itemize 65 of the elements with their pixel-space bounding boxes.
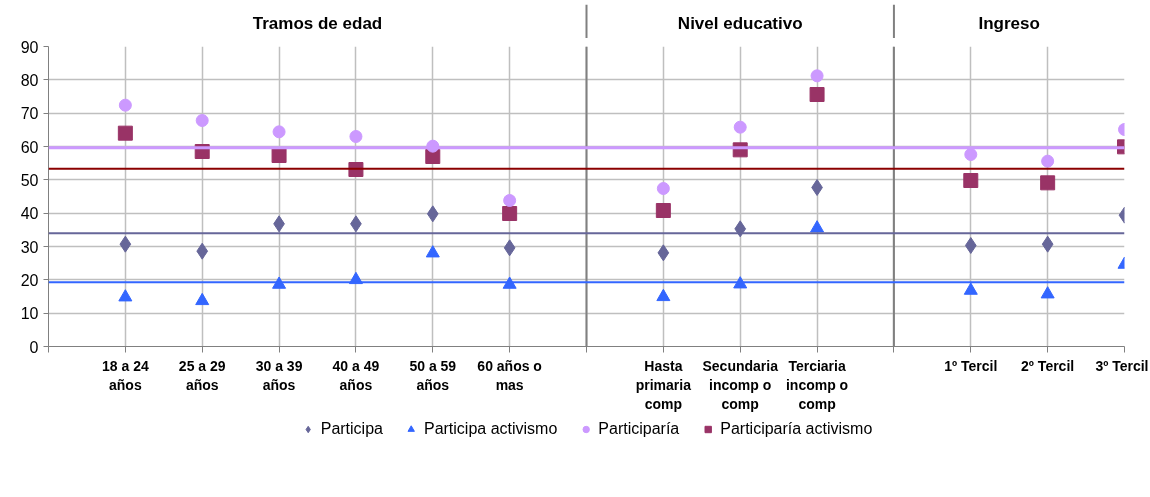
legend-label: Participa (320, 420, 383, 438)
point (425, 245, 440, 258)
point (733, 276, 748, 289)
y-tick-label: 10 (20, 305, 39, 323)
point (195, 114, 209, 127)
point (1040, 286, 1055, 299)
y-tick-label: 80 (20, 71, 39, 89)
x-tick-label: Terciaria incomp o comp (785, 357, 849, 412)
text: Tramos de edad (252, 13, 383, 33)
y-tick-label: 30 (20, 238, 39, 256)
point (655, 203, 671, 218)
y-tick-label: 70 (20, 105, 39, 123)
point (118, 289, 133, 302)
point (964, 148, 978, 161)
x-tick-label: 60 años o mas (477, 357, 542, 393)
point (734, 220, 747, 238)
x-tick-label: 30 a 39 años (255, 357, 303, 393)
point (502, 206, 518, 221)
point (272, 125, 286, 139)
point (964, 237, 977, 254)
point (810, 220, 825, 233)
point (426, 205, 439, 223)
y-tick-label: 50 (20, 171, 39, 189)
x-tick-label: 1º Tercil (944, 357, 998, 374)
point (657, 244, 670, 262)
point (963, 282, 978, 295)
point (656, 288, 671, 302)
point (117, 125, 133, 141)
x-tick-label: 3º Tercil (1095, 357, 1149, 374)
point (1041, 235, 1054, 253)
point (119, 235, 132, 253)
point (272, 276, 287, 289)
point (503, 194, 517, 207)
point (1040, 175, 1056, 191)
point (810, 69, 824, 83)
x-tick-label: 50 a 59 años (409, 357, 457, 393)
x-tick-label: 40 a 49 años (332, 357, 380, 393)
legend-label: Participa activismo (423, 420, 558, 438)
point (502, 276, 517, 289)
point (811, 179, 823, 196)
x-tick-label: 25 a 29 años (178, 357, 226, 393)
point (809, 87, 825, 102)
x-tick-label: Hasta primaria comp (635, 357, 692, 412)
point (733, 120, 747, 134)
y-tick-label: 0 (29, 338, 39, 356)
point (195, 292, 210, 306)
point (656, 182, 670, 195)
y-tick-label: 40 (20, 205, 39, 223)
point (271, 148, 287, 163)
legend-label: Participaría activismo (720, 420, 873, 438)
text: Ingreso (978, 13, 1040, 33)
y-tick-label: 90 (20, 38, 39, 56)
point (196, 242, 209, 260)
x-tick-label: 18 a 24 años (102, 357, 149, 393)
legend-label: Participaría (598, 420, 680, 438)
x-tick-label: Secundaria incomp o comp (702, 357, 779, 412)
x-tick-label: 2º Tercil (1021, 357, 1075, 374)
point (349, 130, 363, 143)
point (963, 173, 979, 188)
y-tick-label: 60 (20, 138, 39, 156)
text: Nivel educativo (677, 13, 803, 33)
y-tick-label: 20 (20, 271, 39, 289)
point (503, 239, 516, 257)
point (118, 98, 132, 112)
point (1041, 154, 1055, 168)
